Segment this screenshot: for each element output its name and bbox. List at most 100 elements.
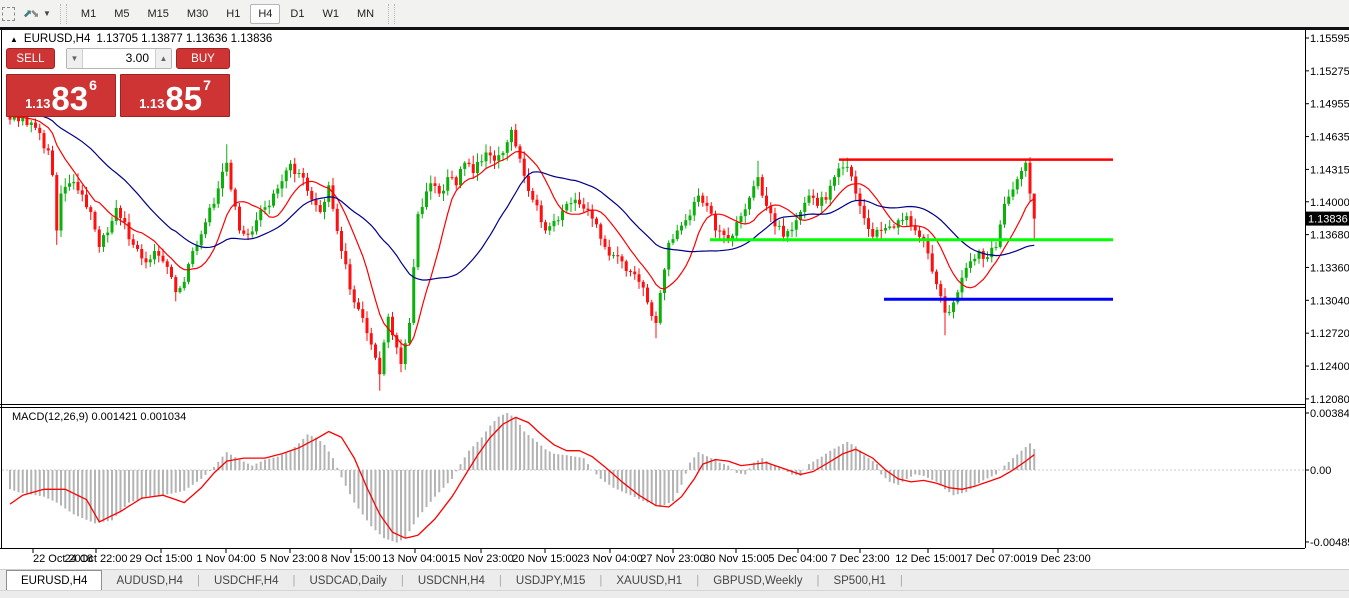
candle-body bbox=[21, 115, 25, 122]
buy-price-big: 85 bbox=[165, 79, 203, 117]
candle-body bbox=[29, 122, 33, 126]
svg-text:19 Dec 23:00: 19 Dec 23:00 bbox=[1025, 553, 1090, 565]
candle-body bbox=[208, 207, 212, 223]
candle-body bbox=[148, 259, 152, 263]
candle-body bbox=[718, 230, 722, 232]
candle-body bbox=[425, 191, 428, 207]
timeframe-d1-button[interactable]: D1 bbox=[282, 4, 312, 24]
chevron-down-icon[interactable]: ▼ bbox=[43, 9, 51, 18]
buy-button[interactable]: BUY bbox=[176, 48, 230, 69]
svg-text:1.13836: 1.13836 bbox=[1308, 214, 1348, 226]
timeframe-m30-button[interactable]: M30 bbox=[179, 4, 216, 24]
candle-body bbox=[114, 207, 118, 222]
candle-body bbox=[603, 238, 607, 247]
candle-body bbox=[471, 164, 475, 174]
tab-xauusd-h1[interactable]: XAUUSD,H1 bbox=[616, 574, 683, 587]
candle-body bbox=[106, 232, 110, 236]
candle-body bbox=[1003, 203, 1006, 225]
candle-body bbox=[692, 201, 696, 216]
candle-body bbox=[867, 218, 870, 230]
ma-fast-line bbox=[9, 115, 1035, 347]
volume-input[interactable]: 3.00 bbox=[125, 51, 149, 65]
sell-button[interactable]: SELL bbox=[6, 48, 55, 69]
candle-body bbox=[1020, 170, 1023, 180]
timeframe-m5-button[interactable]: M5 bbox=[106, 4, 137, 24]
candle-body bbox=[663, 269, 666, 293]
candle-body bbox=[862, 205, 866, 219]
tab-gbpusd-weekly[interactable]: GBPUSD,Weekly bbox=[713, 574, 803, 587]
candle-body bbox=[204, 222, 207, 235]
candle-body bbox=[229, 162, 233, 190]
candle-body bbox=[790, 229, 794, 232]
volume-increase-button[interactable]: ▲ bbox=[155, 49, 171, 68]
candle-body bbox=[429, 183, 433, 192]
timeframe-w1-button[interactable]: W1 bbox=[314, 4, 347, 24]
candle-body bbox=[93, 212, 97, 230]
sell-price-sup: 6 bbox=[89, 77, 97, 93]
candle-body bbox=[739, 216, 743, 223]
tab-usdchf-h4[interactable]: USDCHF,H4 bbox=[213, 574, 279, 587]
candle-body bbox=[85, 194, 88, 208]
tab-usdcnh-h4[interactable]: USDCNH,H4 bbox=[417, 574, 485, 587]
horizontal-scrollbar[interactable] bbox=[0, 590, 1349, 598]
candle-body bbox=[68, 183, 71, 187]
tab-usdjpy-m15[interactable]: USDJPY,M15 bbox=[515, 574, 586, 587]
svg-text:-0.004856: -0.004856 bbox=[1310, 537, 1349, 549]
candle-body bbox=[943, 296, 947, 313]
candle-body bbox=[505, 142, 509, 153]
svg-text:30 Nov 15:00: 30 Nov 15:00 bbox=[703, 553, 768, 565]
tab-eurusd-h4[interactable]: EURUSD,H4 bbox=[6, 570, 103, 591]
timeframe-h4-button[interactable]: H4 bbox=[250, 3, 281, 24]
candle-body bbox=[488, 152, 492, 156]
candle-body bbox=[960, 277, 964, 293]
candle-body bbox=[306, 177, 309, 191]
candle-body bbox=[952, 302, 955, 313]
candle-body bbox=[420, 206, 424, 215]
buy-price-display[interactable]: 1.13 85 7 bbox=[120, 74, 230, 117]
candle-body bbox=[199, 234, 203, 246]
timeframe-mn-button[interactable]: MN bbox=[349, 4, 382, 24]
svg-text:0.00: 0.00 bbox=[1310, 465, 1331, 477]
candle-body bbox=[301, 173, 305, 178]
candle-body bbox=[403, 343, 407, 364]
candle-body bbox=[650, 302, 654, 316]
candle-body bbox=[918, 230, 921, 237]
candle-body bbox=[760, 177, 764, 196]
timeframe-m1-button[interactable]: M1 bbox=[73, 4, 104, 24]
sell-price-display[interactable]: 1.13 83 6 bbox=[6, 74, 116, 117]
candle-body bbox=[195, 245, 199, 252]
collapse-triangle-icon[interactable]: ▲ bbox=[10, 34, 18, 44]
candle-body bbox=[854, 176, 858, 194]
candle-body bbox=[110, 221, 114, 233]
volume-decrease-button[interactable]: ▼ bbox=[67, 49, 83, 68]
top-toolbar: ⬈⬊ ▼ M1 M5 M15 M30 H1 H4 D1 W1 MN bbox=[0, 0, 1349, 28]
macd-histogram bbox=[2, 412, 1305, 543]
candle-body bbox=[55, 175, 59, 231]
candle-body bbox=[1028, 162, 1032, 194]
candle-body bbox=[250, 231, 254, 235]
timeframe-h1-button[interactable]: H1 bbox=[218, 4, 248, 24]
styler-arrows-icon[interactable]: ⬈⬊ bbox=[23, 7, 40, 20]
timeframe-m15-button[interactable]: M15 bbox=[139, 4, 176, 24]
candle-body bbox=[395, 335, 399, 348]
candle-body bbox=[144, 258, 148, 263]
candle-body bbox=[437, 185, 441, 194]
candle-body bbox=[680, 225, 683, 231]
candle-body bbox=[667, 242, 671, 270]
tab-usdcad-daily[interactable]: USDCAD,Daily bbox=[309, 574, 387, 587]
candle-body bbox=[272, 193, 275, 206]
svg-text:12 Dec 15:00: 12 Dec 15:00 bbox=[895, 553, 960, 565]
candle-body bbox=[612, 255, 615, 257]
tab-audusd-h4[interactable]: AUDUSD,H4 bbox=[116, 574, 183, 587]
candle-body bbox=[607, 246, 611, 256]
candle-body bbox=[641, 281, 645, 288]
candle-body bbox=[871, 229, 875, 237]
buy-price-sup: 7 bbox=[203, 77, 211, 93]
tab-sp500-h1[interactable]: SP500,H1 bbox=[833, 574, 886, 587]
candle-body bbox=[552, 220, 556, 227]
candle-body bbox=[318, 205, 322, 213]
candle-body bbox=[986, 257, 989, 259]
crosshair-box-icon[interactable] bbox=[2, 6, 15, 21]
